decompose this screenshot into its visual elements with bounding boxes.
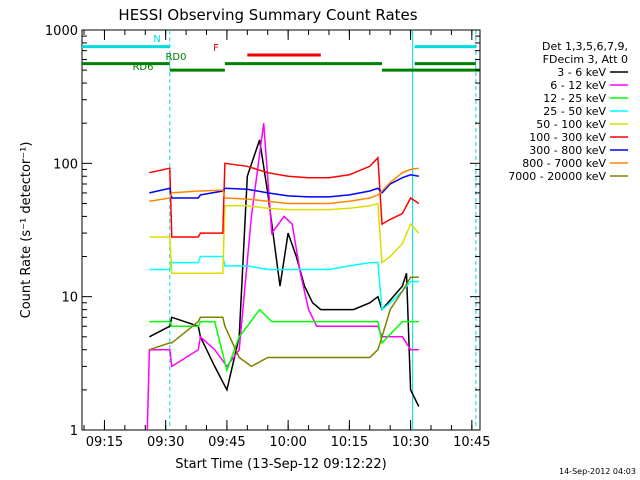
- y-tick-label: 1: [70, 424, 78, 439]
- series-line: [149, 276, 419, 368]
- plot-frame: [81, 29, 481, 431]
- y-tick-label: 100: [53, 157, 78, 172]
- legend-entry-label: 25 - 50 keV: [543, 105, 606, 118]
- annotation-label: RD6: [132, 62, 153, 73]
- y-tick-label: 10: [61, 291, 78, 306]
- series-lines: [146, 123, 420, 430]
- legend: Det 1,3,5,6,7,9,FDecim 3, Att 03 - 6 keV…: [508, 40, 628, 183]
- x-tick-label: 10:30: [392, 435, 429, 450]
- vertical-lines: [169, 30, 477, 430]
- x-axis: 09:15 09:30 09:45 10:00 10:15 10:30 10:45: [83, 30, 491, 450]
- annotation-label: RD0: [165, 52, 186, 63]
- x-tick-label: 10:00: [269, 435, 306, 450]
- y-tick-label: 1000: [45, 24, 78, 39]
- x-tick-label: 09:30: [147, 435, 184, 450]
- y-axis: 1 10 100 1000: [45, 24, 480, 439]
- legend-entry-label: 3 - 6 keV: [557, 66, 606, 79]
- series-line: [149, 174, 419, 199]
- footer-timestamp: 14-Sep-2012 04:03: [559, 467, 636, 476]
- x-tick-label: 09:45: [208, 435, 245, 450]
- legend-entry-label: 12 - 25 keV: [543, 92, 606, 105]
- x-tick-label: 10:45: [453, 435, 490, 450]
- legend-header: Det 1,3,5,6,7,9,: [542, 40, 628, 53]
- legend-entry-label: 300 - 800 keV: [529, 144, 606, 157]
- series-line: [149, 308, 419, 373]
- legend-entry-label: 800 - 7000 keV: [522, 157, 606, 170]
- x-tick-label: 09:15: [86, 435, 123, 450]
- legend-entry-label: 7000 - 20000 keV: [508, 170, 606, 183]
- series-line: [149, 156, 420, 238]
- series-line: [149, 202, 420, 274]
- legend-entry-label: 50 - 100 keV: [536, 118, 606, 131]
- annotation-label: F: [213, 43, 219, 54]
- annotation-label: N: [153, 34, 160, 45]
- chart-title: HESSI Observing Summary Count Rates: [118, 6, 417, 24]
- series-line: [149, 255, 419, 312]
- legend-entry-label: 100 - 300 keV: [529, 131, 606, 144]
- x-tick-label: 10:15: [331, 435, 368, 450]
- x-axis-label: Start Time (13-Sep-12 09:12:22): [175, 457, 386, 472]
- y-axis-label: Count Rate (s⁻¹ detector⁻¹): [19, 142, 34, 319]
- legend-header: FDecim 3, Att 0: [543, 53, 628, 66]
- legend-entry-label: 6 - 12 keV: [550, 79, 606, 92]
- series-line: [149, 167, 419, 205]
- annotation-bars: N F RD0 RD6: [82, 34, 480, 73]
